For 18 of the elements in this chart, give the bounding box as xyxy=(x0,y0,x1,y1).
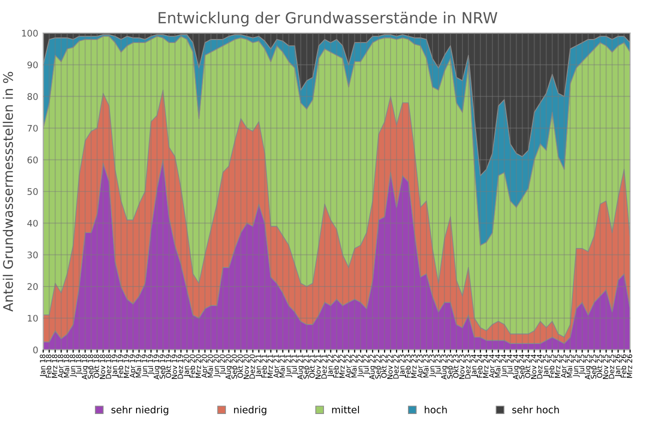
y-tick-label: 40 xyxy=(27,220,38,227)
legend-label: niedrig xyxy=(234,406,266,416)
legend-label: hoch xyxy=(424,406,447,414)
y-tick-label: 80 xyxy=(27,93,38,100)
legend-label: sehr hoch xyxy=(512,406,559,414)
y-axis-title: Anteil Grundwassermessstellen in % xyxy=(2,72,14,312)
y-tick-label: 60 xyxy=(28,156,38,164)
y-tick-label: 0 xyxy=(33,346,38,354)
y-tick-label: 30 xyxy=(28,252,38,258)
y-tick-label: 50 xyxy=(28,188,38,195)
y-tick-label: 20 xyxy=(28,283,38,290)
y-tick-label: 70 xyxy=(28,124,38,132)
y-tick-label: 10 xyxy=(28,314,38,322)
y-tick-label: 90 xyxy=(27,61,38,68)
y-tick-label: 100 xyxy=(22,30,38,37)
legend-label: sehr niedrig xyxy=(111,406,168,416)
legend-label: mittel xyxy=(332,406,359,414)
chart-title: Entwicklung der Grundwasserstände in NRW xyxy=(158,12,498,26)
